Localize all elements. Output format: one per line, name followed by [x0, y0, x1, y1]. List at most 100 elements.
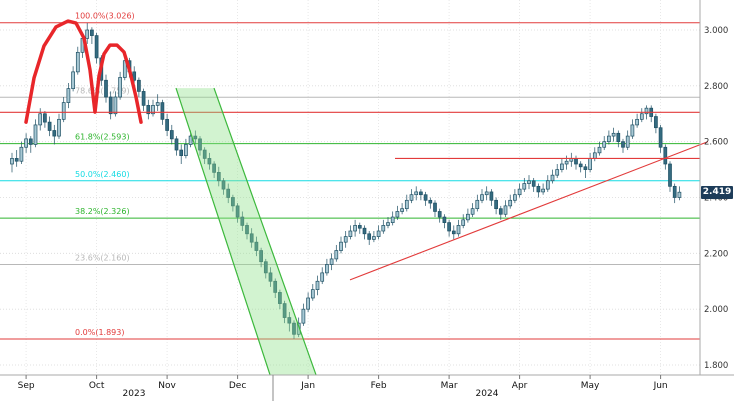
x-axis-month-label: Jan	[300, 381, 315, 391]
candle-body	[301, 308, 306, 324]
y-axis-tick-label: 2.800	[704, 82, 728, 92]
candle-body	[90, 29, 94, 36]
candle-body	[240, 216, 245, 226]
candle-body	[24, 138, 28, 148]
candle-body	[536, 185, 541, 193]
candle-body	[146, 105, 151, 115]
channel-annotation-fill[interactable]	[176, 88, 316, 375]
year-label-2024: 2024	[475, 389, 499, 399]
candle-body	[555, 169, 560, 176]
candle-body	[433, 202, 437, 212]
candle-body	[85, 29, 90, 39]
double-top-m-annotation[interactable]	[24, 19, 143, 124]
candle-body	[43, 113, 47, 123]
candle-body	[574, 158, 578, 165]
candle-body	[395, 211, 400, 218]
candle-body	[329, 258, 334, 265]
candle-body	[339, 241, 343, 251]
candle-body	[531, 180, 536, 187]
candle-body	[216, 172, 221, 182]
last-price-badge: 2.419	[701, 185, 733, 199]
candle-body	[390, 216, 395, 223]
fib-level-label: 50.0%(2.460)	[75, 170, 130, 179]
candle-body	[386, 222, 390, 226]
candle-body	[282, 303, 287, 318]
candle-body	[625, 135, 630, 148]
fib-level-label: 38.2%(2.326)	[75, 207, 130, 216]
x-axis-month-label: Mar	[441, 381, 458, 391]
candle-body	[254, 241, 259, 251]
candle-body	[372, 236, 376, 240]
candle-body	[663, 146, 668, 165]
candle-body	[527, 180, 531, 184]
candle-body	[245, 225, 249, 235]
candle-body	[677, 191, 682, 198]
candle-body	[672, 185, 677, 198]
candle-body	[310, 289, 315, 299]
candle-body	[160, 102, 165, 120]
candle-body	[94, 35, 99, 59]
candle-body	[668, 163, 672, 187]
candle-body	[419, 191, 423, 196]
candle-body	[334, 250, 339, 260]
candle-body	[165, 118, 169, 131]
candle-body	[414, 191, 419, 196]
candle-body	[564, 160, 569, 165]
candle-body	[545, 180, 550, 190]
channel-left-edge[interactable]	[175, 87, 271, 375]
candle-body	[10, 158, 14, 165]
candle-body	[611, 132, 616, 137]
candle-body	[367, 233, 372, 240]
candle-body	[61, 102, 66, 120]
candle-body	[588, 158, 592, 170]
candle-body	[644, 107, 649, 115]
candle-body	[658, 127, 663, 148]
candle-body	[522, 183, 527, 190]
y-axis-tick-label: 3.000	[704, 26, 728, 36]
candle-body	[480, 194, 484, 201]
x-axis-month-label: Apr	[512, 381, 528, 391]
candle-body	[259, 250, 263, 263]
candle-body	[231, 197, 235, 207]
candle-body	[550, 174, 555, 182]
candle-body	[71, 71, 75, 89]
candle-body	[362, 227, 367, 235]
y-axis-tick-label: 2.600	[704, 138, 728, 148]
candle-body	[188, 135, 193, 145]
candle-body	[113, 96, 118, 115]
candle-body	[118, 77, 122, 98]
candle-body	[447, 222, 451, 232]
candle-body	[57, 118, 61, 137]
candle-body	[494, 199, 498, 210]
candle-body	[602, 141, 607, 148]
candle-body	[155, 102, 160, 106]
candle-body	[249, 233, 254, 243]
candle-body	[343, 236, 348, 243]
candle-body	[278, 292, 282, 304]
fib-level-label: 61.8%(2.593)	[75, 133, 130, 142]
candle-body	[451, 230, 456, 235]
y-axis-tick-label: 1.800	[704, 361, 728, 371]
candle-body	[456, 225, 461, 235]
channel-right-edge[interactable]	[213, 87, 317, 375]
x-axis-month-label: Oct	[89, 381, 105, 391]
candle-body	[306, 297, 310, 310]
fib-level-label: 23.6%(2.160)	[75, 254, 130, 263]
candle-body	[484, 191, 489, 196]
candle-body	[423, 194, 428, 201]
candle-body	[108, 96, 113, 115]
trendline-annotation[interactable]	[349, 141, 709, 281]
candle-body	[428, 199, 433, 204]
candle-body	[33, 124, 38, 145]
candle-body	[66, 88, 71, 103]
candle-body	[226, 188, 231, 198]
candle-body	[517, 188, 522, 196]
candle-body	[320, 272, 325, 282]
candle-body	[325, 264, 329, 274]
candle-body	[376, 230, 381, 237]
y-axis-tick-label: 2.200	[704, 249, 728, 259]
candle-body	[583, 166, 588, 170]
candle-body	[141, 91, 146, 106]
